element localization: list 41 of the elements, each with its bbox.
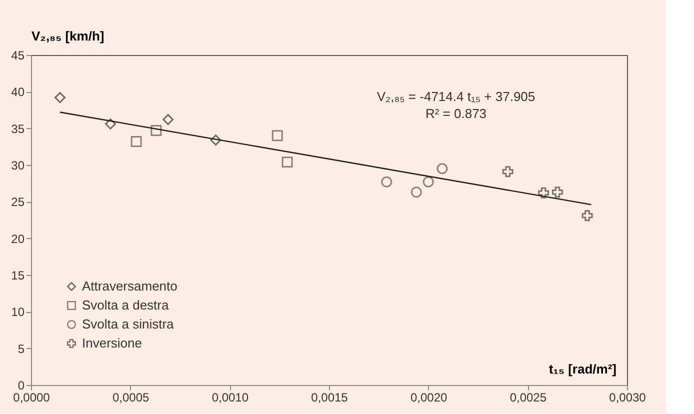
point <box>410 186 422 198</box>
x-tick-label: 0,0020 <box>410 390 448 404</box>
x-tick-label: 0,0030 <box>609 390 646 404</box>
x-tick-label: 0,0000 <box>13 390 50 404</box>
point <box>150 125 162 136</box>
point <box>422 176 434 188</box>
point <box>282 156 293 168</box>
x-axis-title: t₁₅ [rad/m²] <box>548 362 616 376</box>
point <box>538 187 550 198</box>
y-tick-label: 15 <box>11 268 25 282</box>
legend-label: Svolta a sinistra <box>82 316 175 332</box>
point <box>381 176 392 188</box>
y-tick-label: 40 <box>11 85 25 100</box>
y-tick-label: 0 <box>18 378 25 392</box>
y-tick-label: 5 <box>18 342 25 356</box>
x-tick-label: 0,0015 <box>311 390 348 404</box>
y-axis-title: V₂,₈₅ [km/h] <box>32 28 104 44</box>
point <box>502 166 514 178</box>
point <box>552 186 563 198</box>
y-tick-label: 35 <box>11 122 25 136</box>
point <box>272 130 283 142</box>
legend-label: Attraversamento <box>82 278 178 294</box>
point <box>130 136 142 148</box>
legend-label: Inversione <box>82 336 142 350</box>
x-tick-label: 0,0025 <box>510 390 547 404</box>
x-tick-label: 0,0010 <box>212 390 249 404</box>
annotation: V₂,₈₅ = -4714.4 t₁₅ + 37.905 <box>376 89 536 104</box>
annotation: R² = 0.873 <box>425 106 487 121</box>
y-tick-label: 25 <box>11 195 25 210</box>
y-tick-label: 30 <box>11 158 25 172</box>
y-tick-label: 45 <box>11 48 25 62</box>
point <box>582 210 593 222</box>
x-tick-label: 0,0005 <box>112 390 150 404</box>
point <box>436 163 448 174</box>
y-tick-label: 10 <box>11 305 25 320</box>
y-tick-label: 20 <box>11 232 25 246</box>
point <box>162 114 174 126</box>
point <box>54 92 66 104</box>
point <box>210 134 222 146</box>
legend-label: Svolta a destra <box>82 298 170 312</box>
point <box>104 118 116 130</box>
